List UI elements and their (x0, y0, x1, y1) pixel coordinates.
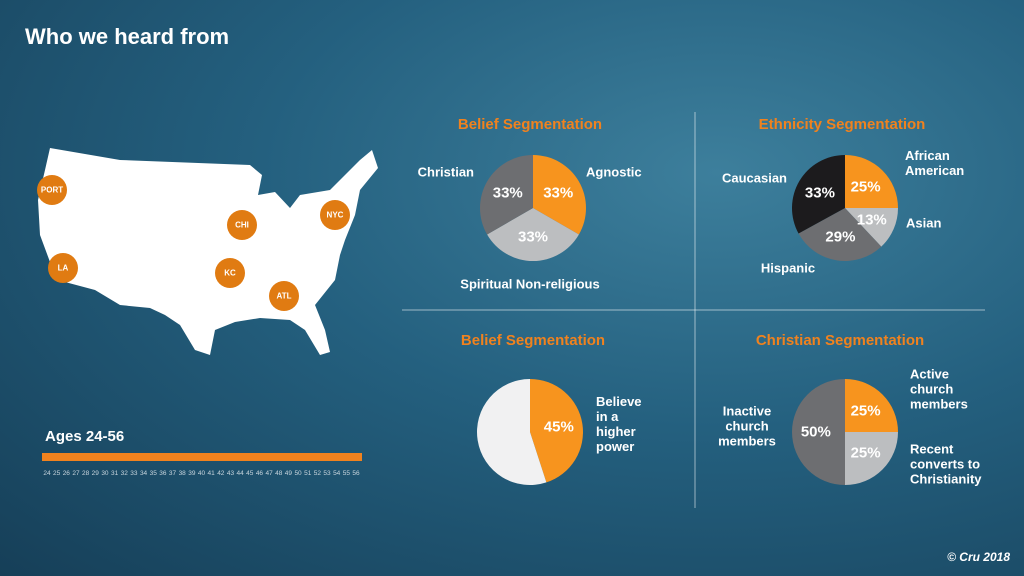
age-tick-label: 31 (110, 470, 119, 477)
city-marker (215, 258, 245, 288)
pie-slice (792, 379, 845, 485)
category-label: Asian (906, 215, 942, 231)
age-tick-label: 42 (217, 470, 225, 477)
value-label: 13% (856, 211, 887, 229)
age-tick-label: 37 (168, 470, 177, 477)
age-tick-label: 46 (255, 470, 264, 477)
value-label: 33% (517, 228, 549, 246)
pie-slice (530, 379, 584, 483)
age-tick-label: 44 (236, 470, 244, 477)
age-tick-label: 56 (352, 470, 360, 477)
city-marker (227, 210, 257, 240)
age-tick-label: 32 (120, 470, 128, 477)
age-tick-label: 51 (304, 470, 312, 477)
age-tick-label: 27 (72, 470, 80, 477)
age-tick-label: 36 (159, 470, 167, 477)
pie-slice (480, 155, 533, 235)
pie-slice (845, 379, 898, 432)
age-tick-label: 43 (226, 470, 235, 477)
slide-title: Who we heard from (25, 24, 230, 49)
age-tick-label: 53 (323, 470, 331, 477)
category-label: Hispanic (760, 260, 816, 276)
age-tick-label: 49 (284, 470, 293, 477)
city-label: NYC (326, 210, 344, 220)
chart-title: Christian Segmentation (755, 332, 925, 349)
category-label: Caucasian (721, 170, 787, 186)
value-label: 33% (804, 184, 835, 202)
age-tick-label: 30 (101, 470, 109, 477)
category-label: Recent converts to Christianity (910, 441, 982, 487)
city-label: LA (57, 263, 69, 273)
age-tick-label: 26 (62, 470, 70, 477)
chart-title: Belief Segmentation (457, 116, 603, 133)
age-bar (42, 453, 362, 461)
value-label: 33% (543, 184, 574, 202)
value-label: 25% (850, 402, 881, 420)
category-label: Active church members (910, 366, 968, 412)
value-label: 25% (850, 444, 881, 462)
age-tick-label: 54 (333, 470, 341, 477)
copyright: © Cru 2018 (947, 550, 1010, 564)
us-map (38, 148, 378, 355)
city-marker (37, 175, 67, 205)
age-tick-label: 28 (82, 470, 90, 477)
chart-title: Ethnicity Segmentation (758, 116, 926, 133)
city-label: CHI (235, 220, 249, 230)
age-tick-label: 33 (130, 470, 138, 477)
pie-slice (845, 208, 898, 247)
category-label: Christian (417, 164, 474, 180)
age-label: Ages 24-56 (45, 428, 125, 445)
pie-slice (845, 155, 898, 208)
category-label: Spiritual Non-religious (460, 276, 600, 292)
age-tick-label: 35 (149, 470, 157, 477)
city-marker (269, 281, 299, 311)
category-label: Agnostic (586, 164, 642, 180)
city-marker (48, 253, 78, 283)
city-marker (320, 200, 350, 230)
city-label: ATL (276, 291, 292, 301)
pie-slice (798, 208, 882, 261)
age-tick-label: 41 (207, 470, 215, 477)
city-label: KC (224, 268, 236, 278)
category-label: African American (905, 148, 965, 178)
age-tick-label: 29 (91, 470, 99, 477)
age-tick-label: 45 (246, 470, 254, 477)
value-label: 45% (543, 418, 574, 436)
value-label: 50% (800, 423, 831, 441)
age-tick-label: 34 (139, 470, 148, 477)
value-label: 33% (492, 184, 523, 202)
pie-slice (845, 432, 898, 485)
category-label: Believe in a higher power (596, 394, 642, 454)
age-tick-label: 24 (43, 470, 51, 477)
pie-slice (792, 155, 845, 234)
category-label: Inactive church members (718, 403, 776, 449)
age-tick-label: 48 (275, 470, 283, 477)
age-tick-label: 47 (265, 470, 273, 477)
pie-slice (477, 379, 547, 485)
chart-title: Belief Segmentation (460, 332, 606, 349)
age-tick-label: 39 (188, 470, 196, 477)
age-tick-label: 25 (53, 470, 61, 477)
pie-slice (533, 155, 586, 235)
value-label: 25% (850, 178, 881, 196)
age-tick-label: 40 (197, 470, 206, 477)
age-tick-label: 55 (342, 470, 350, 477)
age-tick-label: 52 (313, 470, 321, 477)
city-label: PORT (40, 185, 64, 195)
value-label: 29% (825, 228, 856, 246)
age-tick-label: 50 (294, 470, 302, 477)
age-tick-label: 38 (178, 470, 186, 477)
